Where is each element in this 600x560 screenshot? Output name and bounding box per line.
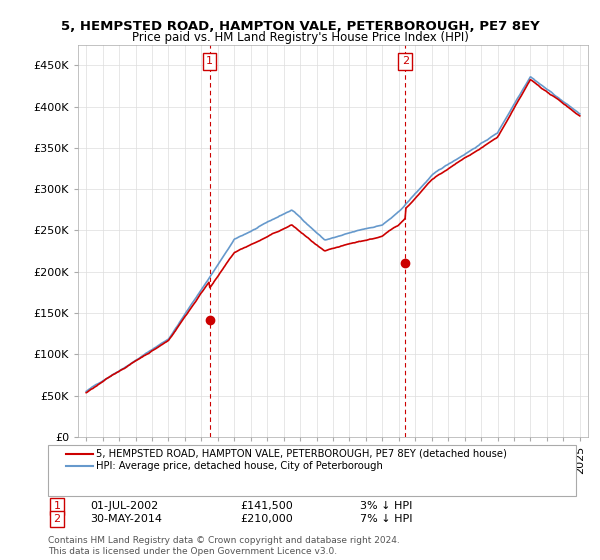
Text: 2: 2 — [53, 514, 61, 524]
Text: 7% ↓ HPI: 7% ↓ HPI — [360, 514, 413, 524]
Text: 3% ↓ HPI: 3% ↓ HPI — [360, 501, 412, 511]
Text: 5, HEMPSTED ROAD, HAMPTON VALE, PETERBOROUGH, PE7 8EY (detached house): 5, HEMPSTED ROAD, HAMPTON VALE, PETERBOR… — [96, 449, 507, 459]
Text: 5, HEMPSTED ROAD, HAMPTON VALE, PETERBOROUGH, PE7 8EY: 5, HEMPSTED ROAD, HAMPTON VALE, PETERBOR… — [61, 20, 539, 32]
Text: 2: 2 — [402, 57, 409, 66]
Text: £141,500: £141,500 — [240, 501, 293, 511]
Text: HPI: Average price, detached house, City of Peterborough: HPI: Average price, detached house, City… — [96, 461, 383, 471]
Text: 30-MAY-2014: 30-MAY-2014 — [90, 514, 162, 524]
Text: 1: 1 — [53, 501, 61, 511]
Text: Price paid vs. HM Land Registry's House Price Index (HPI): Price paid vs. HM Land Registry's House … — [131, 31, 469, 44]
Text: 01-JUL-2002: 01-JUL-2002 — [90, 501, 158, 511]
Text: Contains HM Land Registry data © Crown copyright and database right 2024.
This d: Contains HM Land Registry data © Crown c… — [48, 536, 400, 556]
Text: £210,000: £210,000 — [240, 514, 293, 524]
Text: 1: 1 — [206, 57, 213, 66]
